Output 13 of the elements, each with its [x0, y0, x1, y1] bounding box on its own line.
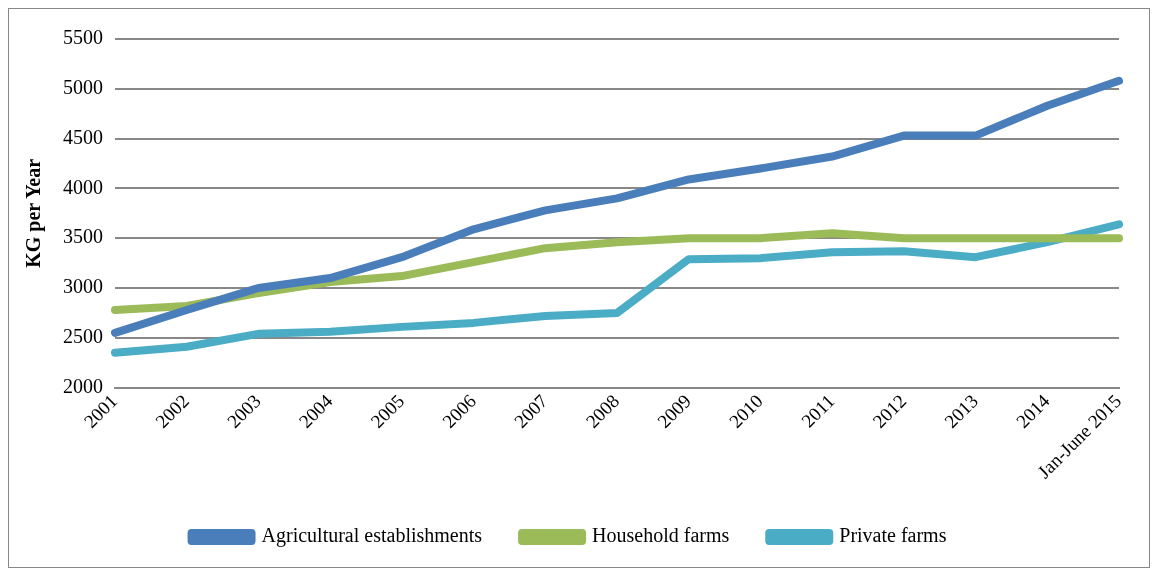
legend-label: Agricultural establishments — [261, 524, 483, 548]
y-tick-label: 5000 — [63, 76, 103, 99]
legend-label: Private farms — [839, 524, 947, 547]
y-tick-label: 4000 — [63, 175, 103, 198]
y-tick-label: 3000 — [63, 275, 103, 298]
legend-label: Household farms — [592, 524, 730, 547]
y-axis-title: KG per Year — [22, 158, 46, 268]
y-tick-label: 4500 — [63, 125, 103, 148]
y-tick-label: 2000 — [63, 374, 103, 397]
x-tick-label: 2011 — [797, 390, 839, 432]
y-tick-label: 5500 — [63, 26, 103, 49]
y-tick-label: 3500 — [63, 225, 103, 248]
y-tick-label: 2500 — [63, 325, 103, 348]
